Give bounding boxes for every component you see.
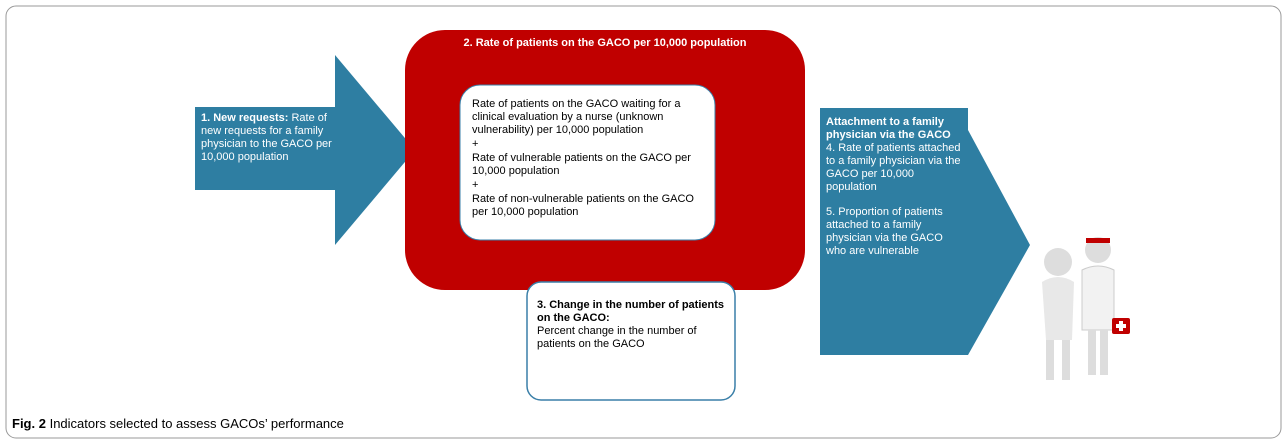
change-box xyxy=(526,281,736,401)
right-arrow xyxy=(820,108,1030,355)
change: 3. Change in the number of patients on t… xyxy=(537,299,727,351)
attachment: Attachment to a family physician via the… xyxy=(826,116,964,258)
rate-item: Rate of vulnerable patients on the GACO … xyxy=(472,152,691,177)
rate-item: Rate of patients on the GACO waiting for… xyxy=(472,98,681,136)
rate-title: 2. Rate of patients on the GACO per 10,0… xyxy=(463,37,747,49)
text: Rate of new requests for a family physic… xyxy=(201,112,332,163)
label: 1. New requests: xyxy=(201,112,289,124)
left-arrow xyxy=(195,55,415,245)
rate-item: + xyxy=(472,179,479,191)
label: 3. Change in the number of patients on t… xyxy=(537,299,725,324)
rate-items: Rate of patients on the GACO waiting for… xyxy=(472,98,708,220)
attachment-item: 4. Rate of patients attached to a family… xyxy=(826,142,961,193)
white-box xyxy=(459,84,716,241)
caption-label: Fig. 2 xyxy=(12,416,46,431)
caption-text: Indicators selected to assess GACOs’ per… xyxy=(49,416,344,431)
text: Percent change in the number of patients… xyxy=(537,325,697,350)
doctor-patient-icon xyxy=(1042,237,1130,380)
rate-item: + xyxy=(472,138,479,150)
rate-item: Rate of non-vulnerable patients on the G… xyxy=(472,193,694,218)
attachment-item: 5. Proportion of patients attached to a … xyxy=(826,206,943,257)
caption: Fig. 2 Indicators selected to assess GAC… xyxy=(12,416,344,432)
attachment-title: Attachment to a family physician via the… xyxy=(826,116,951,141)
frame xyxy=(5,5,1282,439)
new-requests: 1. New requests: Rate of new requests fo… xyxy=(201,112,333,164)
